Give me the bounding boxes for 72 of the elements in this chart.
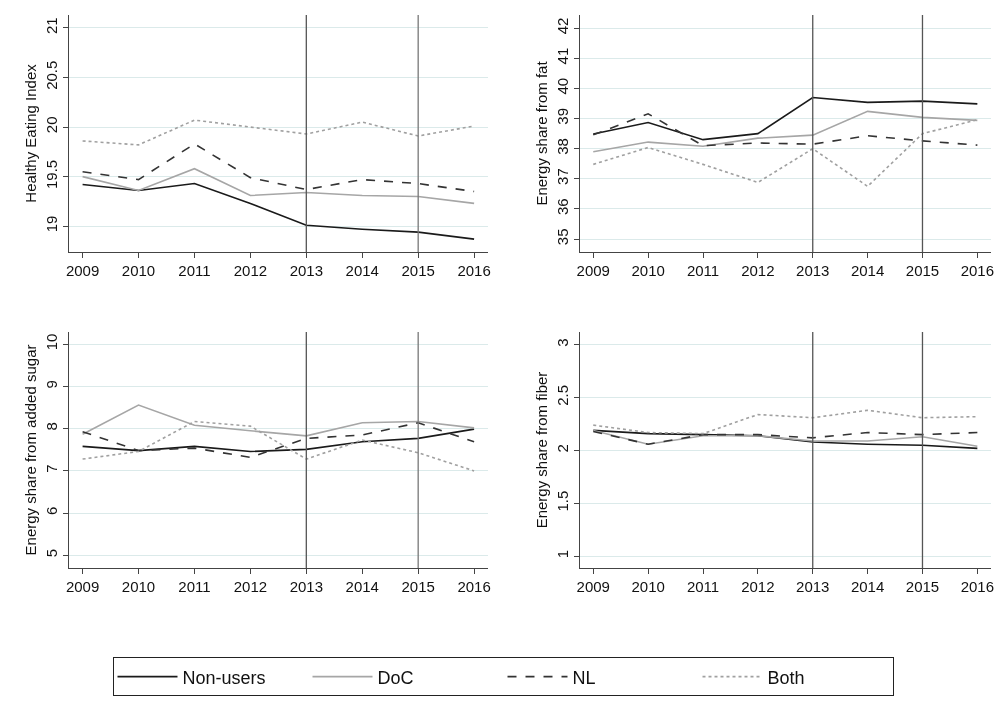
x-tick-label: 2010: [121, 578, 156, 595]
x-tick-label: 2009: [65, 262, 100, 279]
x-tick-label: 2014: [345, 262, 379, 279]
x-tick-label: 2015: [401, 262, 435, 279]
x-tick-label: 2013: [796, 262, 830, 279]
y-tick-label: 2.5: [553, 384, 571, 406]
line-series: [81, 182, 475, 240]
y-tick-label: 19: [42, 215, 60, 233]
y-axis-title: Healthy Eating Index: [21, 63, 39, 203]
y-tick-label: 38: [553, 138, 571, 155]
line-series: [81, 143, 475, 193]
y-tick-label: 1.5: [553, 490, 571, 512]
x-tick-label: 2013: [289, 262, 323, 279]
x-tick-label: 2011: [178, 262, 211, 279]
y-axis-title: Energy share from fiber: [532, 371, 550, 529]
x-tick-label: 2011: [686, 578, 720, 595]
y-tick-label: 20.5: [42, 60, 60, 90]
x-tick-label: 2012: [233, 262, 268, 279]
x-tick-label: 2014: [850, 262, 885, 279]
x-tick-label: 2011: [686, 262, 720, 279]
y-tick-label: 37: [553, 168, 571, 185]
y-tick-label: 21: [42, 17, 60, 34]
y-tick-label: 10: [42, 333, 60, 351]
y-tick-label: 39: [553, 108, 571, 125]
x-tick-label: 2015: [905, 262, 940, 279]
x-tick-label: 2016: [960, 578, 995, 595]
y-tick-label: 7: [42, 464, 60, 473]
x-tick-label: 2014: [850, 578, 885, 595]
y-axis-title: Energy share from fat: [532, 60, 550, 206]
y-tick-label: 41: [553, 47, 571, 65]
y-tick-label: 19.5: [42, 159, 60, 189]
line-series: [81, 421, 475, 459]
y-tick-label: 2: [553, 444, 571, 453]
y-tick-label: 40: [553, 77, 571, 95]
line-series: [592, 112, 979, 147]
y-tick-label: 20: [42, 116, 60, 134]
x-tick-label: 2014: [345, 578, 379, 595]
x-tick-label: 2012: [741, 578, 775, 595]
y-tick-label: 8: [42, 422, 60, 431]
y-tick-label: 36: [553, 198, 571, 216]
y-tick-label: 5: [42, 548, 60, 558]
legend-label: NL: [572, 667, 596, 688]
y-tick-label: 1: [553, 549, 571, 559]
y-axis-title: Energy share from added sugar: [21, 344, 39, 556]
x-tick-label: 2016: [457, 262, 491, 279]
y-tick-label: 3: [553, 338, 571, 347]
x-tick-label: 2012: [741, 262, 775, 279]
y-tick-label: 6: [42, 506, 60, 516]
x-tick-label: 2011: [178, 578, 211, 595]
x-tick-label: 2010: [631, 578, 665, 595]
x-tick-label: 2015: [401, 578, 435, 595]
x-tick-label: 2009: [576, 262, 610, 279]
line-series: [592, 96, 979, 141]
y-tick-label: 35: [553, 228, 571, 246]
legend-label: Non-users: [182, 667, 266, 688]
line-series: [81, 167, 475, 205]
x-tick-label: 2012: [233, 578, 268, 595]
x-tick-label: 2016: [960, 262, 995, 279]
x-tick-label: 2010: [121, 262, 156, 279]
x-tick-label: 2009: [65, 578, 100, 595]
x-tick-label: 2009: [576, 578, 610, 595]
x-tick-label: 2016: [457, 578, 491, 595]
x-tick-label: 2013: [289, 578, 323, 595]
x-tick-label: 2010: [631, 262, 665, 279]
y-tick-label: 9: [42, 380, 60, 389]
legend-label: DoC: [377, 667, 414, 688]
legend-label: Both: [767, 667, 805, 688]
y-tick-label: 42: [553, 17, 571, 35]
x-tick-label: 2013: [796, 578, 830, 595]
x-tick-label: 2015: [905, 578, 940, 595]
line-series: [81, 428, 475, 453]
line-series: [81, 119, 475, 146]
